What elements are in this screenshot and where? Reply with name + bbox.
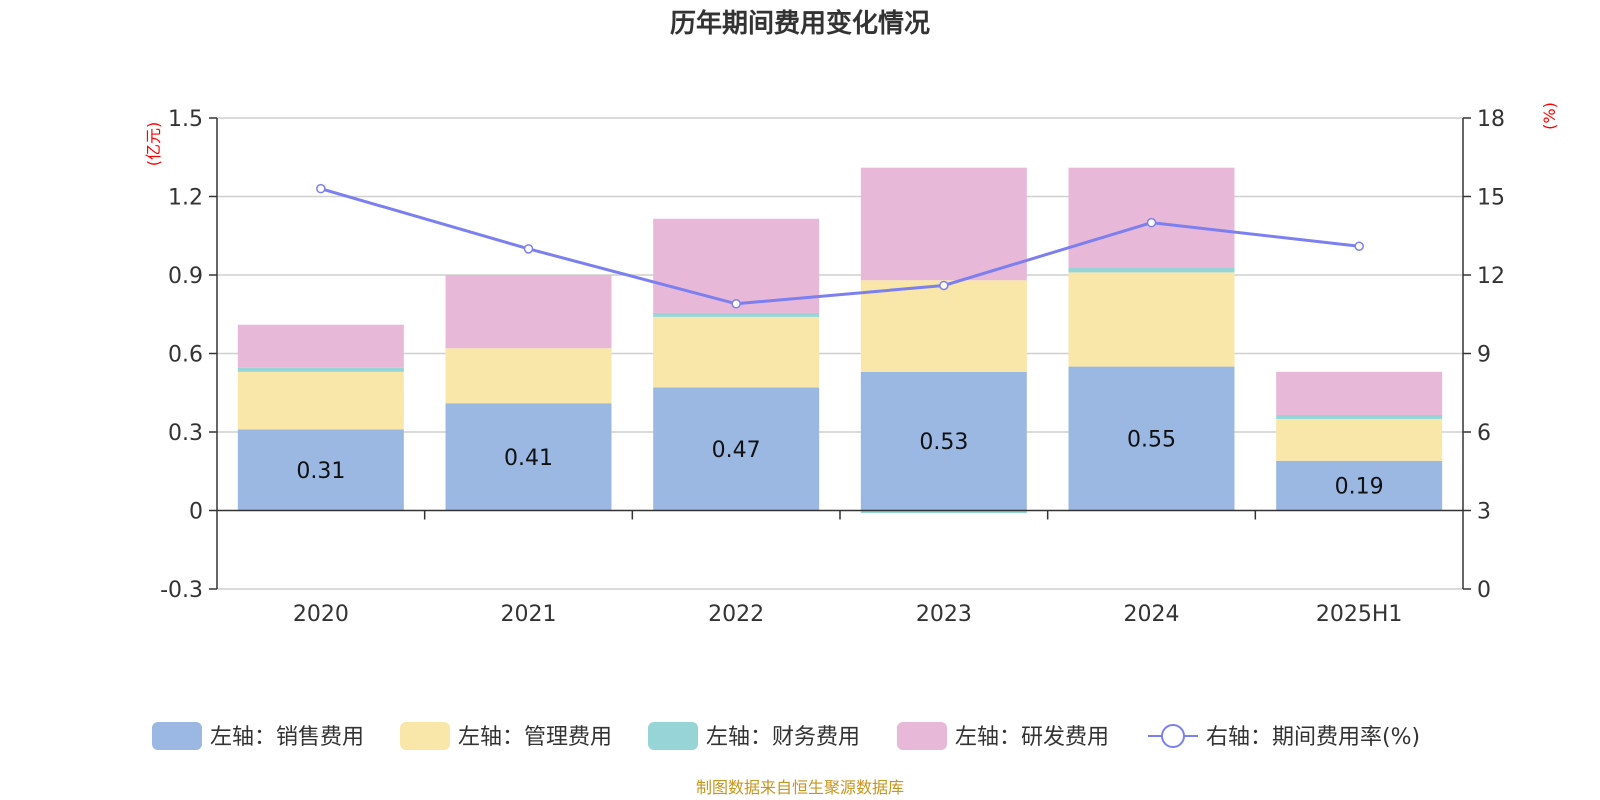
legend-swatch bbox=[152, 722, 202, 750]
bar-segment bbox=[860, 510, 1027, 514]
bar-segment bbox=[860, 371, 1027, 511]
bar-segment bbox=[1276, 460, 1443, 511]
bar-value-label: 0.55 bbox=[1127, 428, 1176, 453]
bar-segment bbox=[1276, 414, 1443, 419]
left-tick-label: 0.3 bbox=[168, 421, 203, 446]
legend-swatch bbox=[400, 722, 450, 750]
legend-label: 左轴：研发费用 bbox=[955, 725, 1109, 750]
right-tick-label: 6 bbox=[1477, 421, 1491, 446]
rate-point bbox=[731, 299, 741, 309]
bar-segment bbox=[653, 387, 820, 511]
bar-segment bbox=[237, 371, 404, 430]
bar-segment bbox=[237, 324, 404, 368]
legend-label: 左轴：管理费用 bbox=[458, 725, 612, 750]
bar-segment bbox=[1276, 371, 1443, 415]
bar-segment bbox=[1068, 272, 1235, 367]
rate-point bbox=[523, 244, 534, 254]
right-tick-label: 18 bbox=[1477, 107, 1505, 132]
left-tick-label: -0.3 bbox=[160, 578, 203, 603]
left-tick-label: 1.2 bbox=[168, 186, 203, 211]
bar-value-label: 0.53 bbox=[919, 430, 968, 455]
right-tick-label: 12 bbox=[1477, 264, 1505, 289]
bar-value-label: 0.19 bbox=[1335, 475, 1384, 500]
bar-segment bbox=[445, 275, 612, 349]
bar-segment bbox=[237, 429, 404, 511]
bar-segment bbox=[1068, 366, 1235, 511]
category-label: 2023 bbox=[916, 602, 972, 627]
right-tick-label: 9 bbox=[1477, 343, 1491, 368]
category-label: 2025H1 bbox=[1316, 602, 1403, 627]
legend: 左轴：销售费用 左轴：管理费用 左轴：财务费用 左轴：研发费用 右轴：期间费用率(%) bbox=[152, 722, 1420, 750]
right-axis-unit: (%) bbox=[1540, 102, 1559, 130]
bars bbox=[237, 167, 1443, 514]
bar-segment bbox=[860, 167, 1027, 281]
left-tick-label: 0.9 bbox=[168, 264, 203, 289]
chart-title: 历年期间费用变化情况 bbox=[670, 8, 930, 39]
rate-point bbox=[316, 183, 326, 194]
left-tick-label: 1.5 bbox=[168, 107, 203, 132]
legend-label: 左轴：销售费用 bbox=[210, 725, 364, 750]
bar-value-label: 0.31 bbox=[296, 459, 345, 484]
left-tick-label: 0 bbox=[189, 500, 203, 525]
bar-segment bbox=[1276, 418, 1443, 461]
grid-lines bbox=[217, 117, 1463, 590]
axes: -0.3 0 0.3 0.6 0.9 1.2 1.5 0 3 6 9 12 15 18 (亿元) (%) 202… bbox=[144, 102, 1559, 627]
category-label: 2022 bbox=[708, 602, 764, 627]
bar-segment bbox=[1068, 267, 1235, 273]
bar-segment bbox=[1068, 167, 1235, 268]
bar-segment bbox=[653, 312, 820, 317]
source-note: 制图数据来自恒生聚源数据库 bbox=[696, 778, 904, 797]
rate-point bbox=[1354, 241, 1364, 251]
right-tick-label: 0 bbox=[1477, 578, 1491, 603]
legend-marker bbox=[1161, 724, 1185, 748]
category-label: 2024 bbox=[1124, 602, 1180, 627]
legend-swatch bbox=[897, 722, 947, 750]
bar-segment bbox=[860, 280, 1027, 372]
right-tick-label: 15 bbox=[1477, 186, 1505, 211]
rate-line bbox=[316, 183, 1364, 309]
rate-point bbox=[939, 280, 949, 291]
data-labels: 0.31 0.41 0.47 0.53 0.55 0.19 bbox=[296, 428, 1383, 500]
left-tick-label: 0.6 bbox=[168, 343, 203, 368]
rate-line-path bbox=[320, 187, 1360, 306]
bar-segment bbox=[445, 348, 612, 404]
legend-swatch bbox=[648, 722, 698, 750]
legend-label: 右轴：期间费用率(%) bbox=[1206, 725, 1420, 750]
rate-point bbox=[1146, 217, 1157, 228]
bar-segment bbox=[653, 316, 820, 388]
bar-value-label: 0.47 bbox=[712, 438, 761, 463]
category-label: 2020 bbox=[293, 602, 349, 627]
right-tick-label: 3 bbox=[1477, 500, 1491, 525]
bar-segment bbox=[445, 403, 612, 511]
left-axis-unit: (亿元) bbox=[144, 122, 163, 167]
bar-segment bbox=[237, 367, 404, 372]
bar-value-label: 0.41 bbox=[504, 446, 553, 471]
category-label: 2021 bbox=[501, 602, 557, 627]
bar-segment bbox=[653, 218, 820, 313]
legend-label: 左轴：财务费用 bbox=[706, 725, 860, 750]
